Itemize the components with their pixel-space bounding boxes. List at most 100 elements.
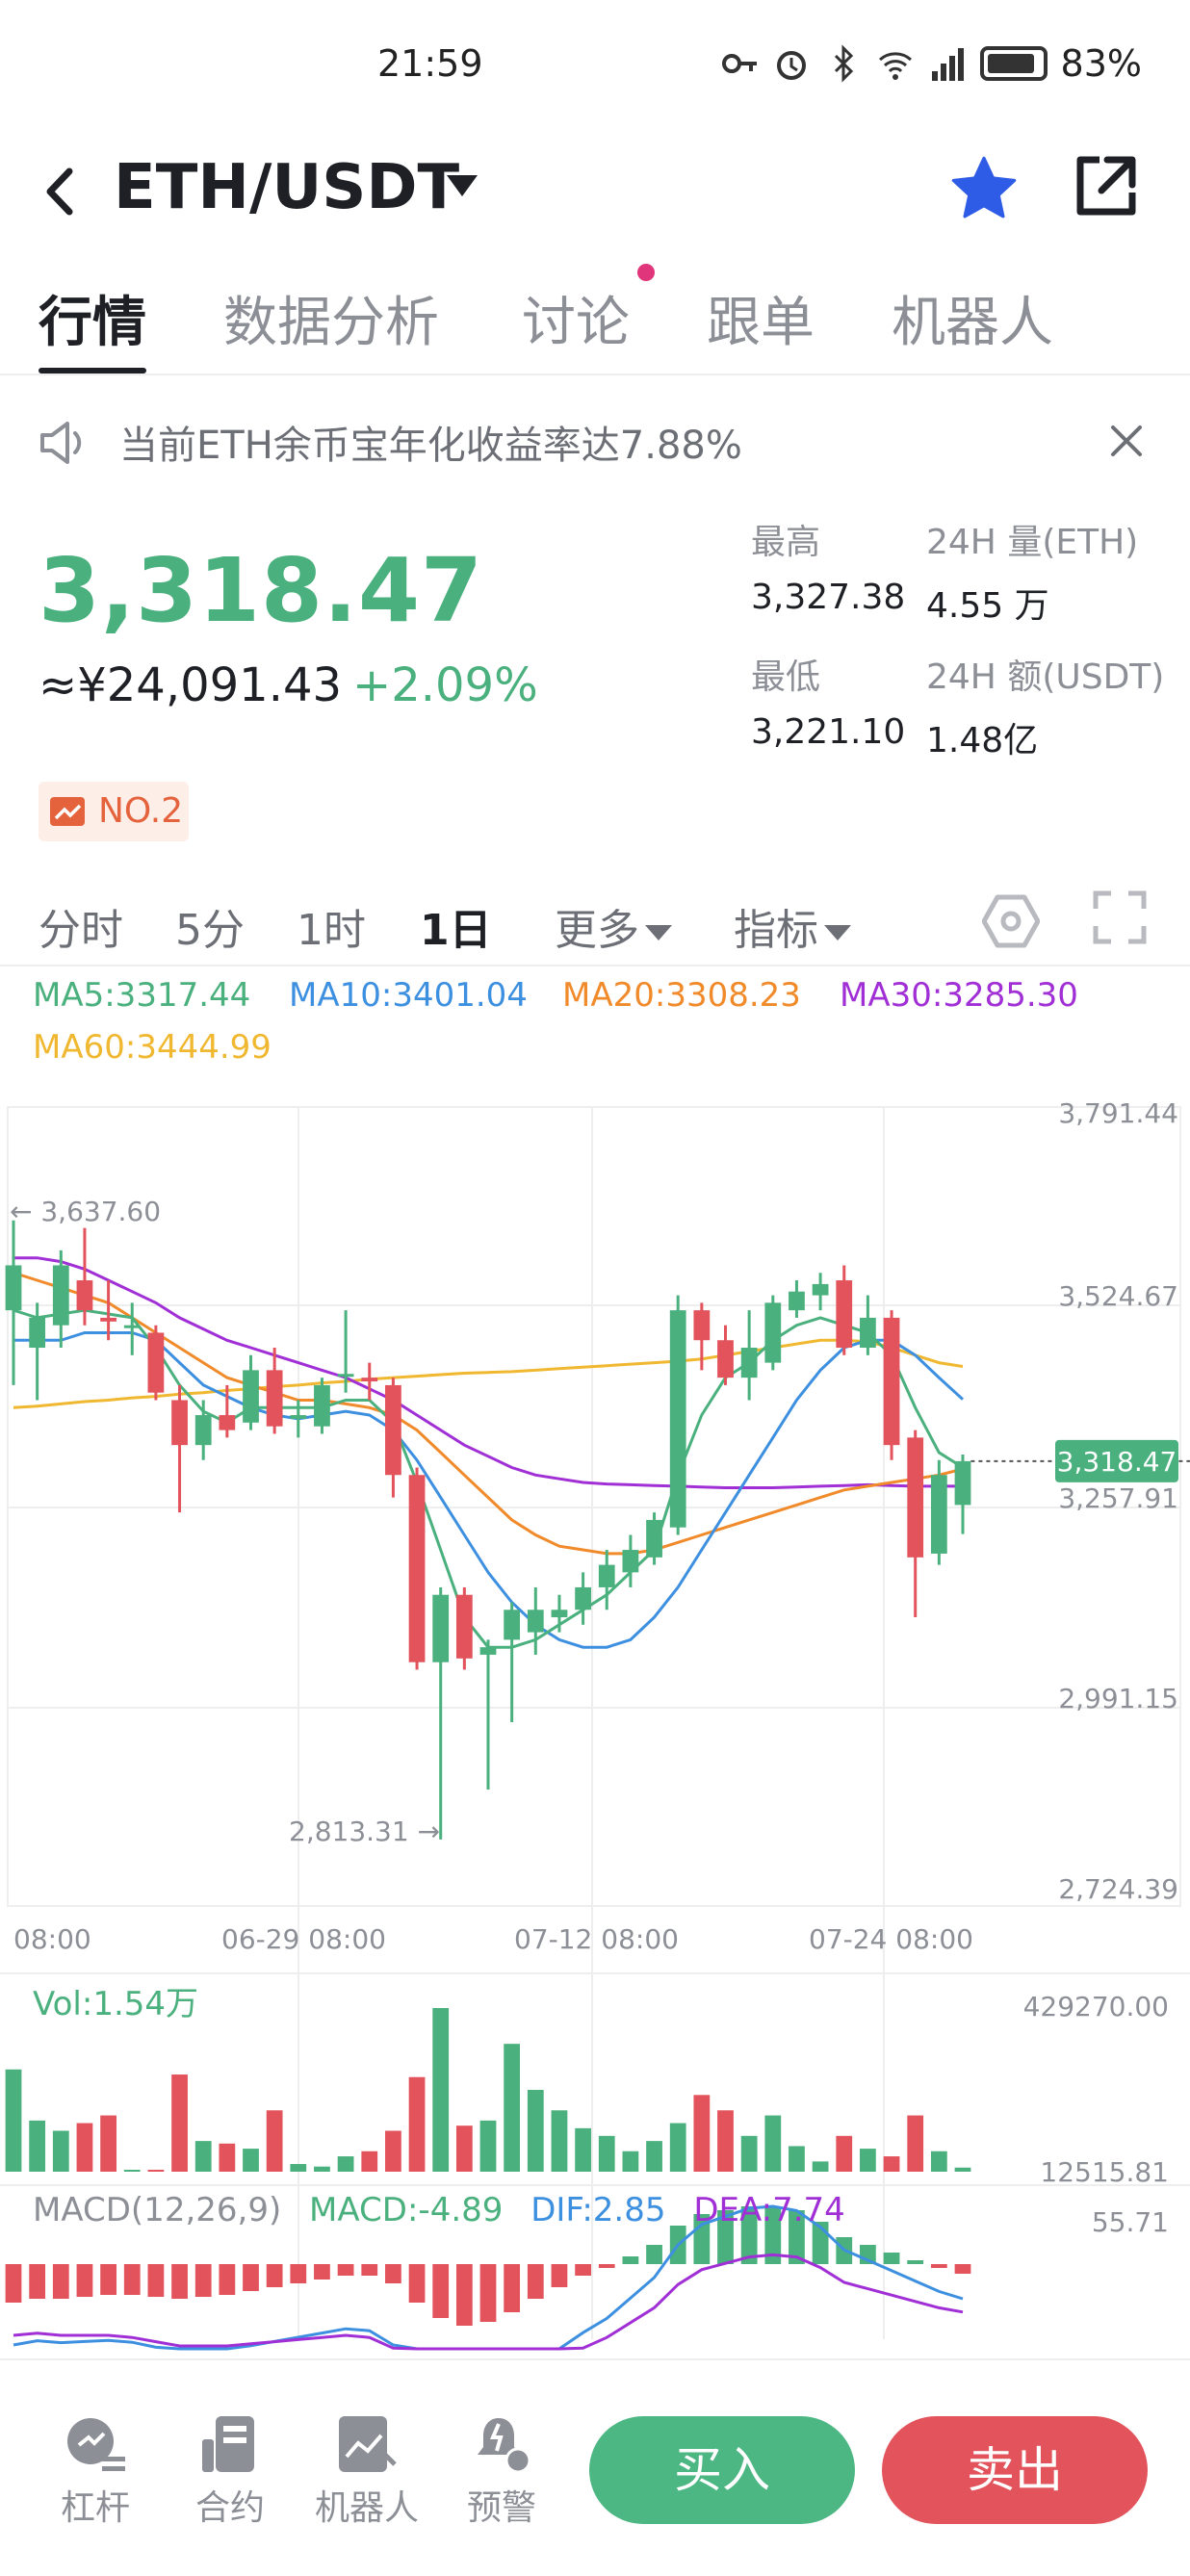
candle-body — [693, 1310, 711, 1341]
tab-market[interactable]: 行情 — [39, 292, 146, 354]
candle-body — [432, 1594, 450, 1662]
macd-bar — [408, 2264, 426, 2303]
candle-body — [266, 1370, 283, 1427]
ma60-label: MA60:3444.99 — [33, 1028, 272, 1067]
candle-body — [147, 1332, 165, 1393]
interval-1h[interactable]: 1时 — [297, 906, 366, 955]
nav-margin[interactable]: 杠杆 — [42, 2414, 148, 2530]
dea-value: DEA:7.74 — [693, 2191, 845, 2229]
battery-level: 83% — [1060, 42, 1142, 85]
candle-body — [669, 1310, 686, 1528]
caret-down-icon[interactable] — [445, 171, 479, 198]
macd-bar — [171, 2264, 188, 2299]
nav-margin-label: 杠杆 — [60, 2488, 130, 2528]
close-icon[interactable] — [1109, 424, 1144, 458]
settings-hex-icon[interactable] — [982, 893, 1040, 949]
low-label: 最低 — [751, 657, 821, 697]
y-tick-label: 2,724.39 — [1058, 1873, 1178, 1905]
volume-bar — [717, 2110, 734, 2172]
status-time: 21:59 — [377, 42, 483, 85]
bluetooth-icon — [834, 44, 853, 83]
nav-futures[interactable]: 合约 — [177, 2414, 283, 2530]
tab-bot[interactable]: 机器人 — [892, 292, 1053, 354]
volume-bar — [52, 2130, 69, 2172]
status-bar: 21:59 83% — [0, 0, 1190, 135]
macd-bar — [717, 2210, 734, 2264]
candle-body — [290, 1415, 307, 1419]
candlestick-chart[interactable]: 3,791.44 3,524.67 3,257.91 2,991.15 2,724.39… — [0, 0, 1190, 2358]
volume-bar — [812, 2161, 829, 2172]
back-arrow-icon[interactable] — [35, 158, 92, 225]
ma10-line — [13, 1331, 965, 1649]
volume-bar — [432, 2008, 450, 2172]
tab-data-analysis[interactable]: 数据分析 — [223, 292, 439, 354]
price-change: +2.09% — [352, 658, 538, 712]
macd-bar — [314, 2264, 330, 2280]
notice-bar[interactable]: 当前ETH余币宝年化收益率达7.88% — [0, 412, 1190, 474]
vol-value: 4.55 万 — [926, 586, 1049, 626]
divider — [0, 965, 1190, 966]
sell-button[interactable]: 卖出 — [882, 2416, 1148, 2524]
macd-bar — [361, 2264, 378, 2276]
volume-bar — [194, 2141, 212, 2172]
nav-alert[interactable]: 预警 — [449, 2414, 555, 2530]
chart-labels: 3,791.44 3,524.67 3,257.91 2,991.15 2,724.39… — [10, 1097, 1190, 1955]
tab-discussion[interactable]: 讨论 — [522, 292, 630, 354]
volume-bar — [764, 2115, 782, 2172]
min-price-label: 2,813.31 → — [289, 1816, 440, 1847]
x-tick-label: 06-29 08:00 — [221, 1923, 386, 1955]
indicator-menu[interactable]: 指标 — [734, 895, 851, 957]
caret-down-icon — [645, 925, 672, 940]
volume-bar — [455, 2125, 473, 2172]
y-tick-label: 3,524.67 — [1058, 1280, 1178, 1312]
ma30-label: MA30:3285.30 — [840, 976, 1078, 1015]
volume-bar — [622, 2151, 639, 2172]
candle-body — [836, 1280, 853, 1349]
high-label: 最高 — [751, 523, 821, 562]
macd-bar — [740, 2206, 758, 2264]
current-price-text: 3,318.47 — [1057, 1446, 1177, 1478]
interval-1d[interactable]: 1日 — [420, 906, 492, 955]
volume-bar — [29, 2120, 46, 2172]
interval-more[interactable]: 更多 — [555, 895, 672, 957]
volume-bar — [361, 2151, 378, 2172]
tab-copy-trade[interactable]: 跟单 — [707, 292, 815, 354]
max-price-label: ← 3,637.60 — [10, 1196, 161, 1227]
macd-bar — [243, 2264, 259, 2291]
share-icon[interactable] — [1069, 150, 1142, 223]
nav-bot[interactable]: 机器人 — [314, 2414, 420, 2530]
macd-params: MACD(12,26,9) — [33, 2191, 282, 2229]
alarm-icon — [776, 51, 806, 80]
volume-bar — [669, 2123, 686, 2172]
macd-legend: MACD(12,26,9) MACD:-4.89 DIF:2.85 DEA:7.… — [33, 2191, 845, 2229]
current-price-tag — [1055, 1439, 1178, 1482]
interval-5m[interactable]: 5分 — [175, 906, 245, 955]
fullscreen-icon[interactable] — [1092, 889, 1148, 945]
signal-icon — [931, 48, 964, 81]
cny-price: ≈¥24,091.43 — [39, 658, 343, 712]
volume-bar — [147, 2170, 165, 2172]
chart-grid — [0, 1106, 1190, 2339]
pair-title[interactable]: ETH/USDT — [114, 152, 460, 223]
macd-bar — [646, 2245, 662, 2264]
vol-label: 24H 量(ETH) — [926, 523, 1139, 562]
ma-lines — [13, 1256, 965, 1649]
macd-bar — [954, 2264, 971, 2274]
rank-badge[interactable]: NO.2 — [39, 782, 189, 841]
candle-body — [860, 1317, 876, 1349]
macd-bar — [551, 2264, 568, 2287]
candle-body — [551, 1610, 568, 1618]
volume-bar — [693, 2095, 711, 2172]
favorite-star-icon[interactable] — [947, 152, 1021, 225]
candle-body — [740, 1348, 758, 1378]
volume-bar — [76, 2123, 93, 2172]
candle-body — [764, 1302, 782, 1363]
volume-bar — [930, 2151, 947, 2172]
candle-body — [219, 1415, 236, 1430]
candle-body — [455, 1594, 473, 1659]
candle-body — [479, 1647, 497, 1655]
interval-timeline[interactable]: 分时 — [39, 906, 123, 955]
macd-bar — [622, 2256, 639, 2264]
buy-button[interactable]: 买入 — [589, 2416, 855, 2524]
notice-text[interactable]: 当前ETH余币宝年化收益率达7.88% — [119, 424, 742, 468]
